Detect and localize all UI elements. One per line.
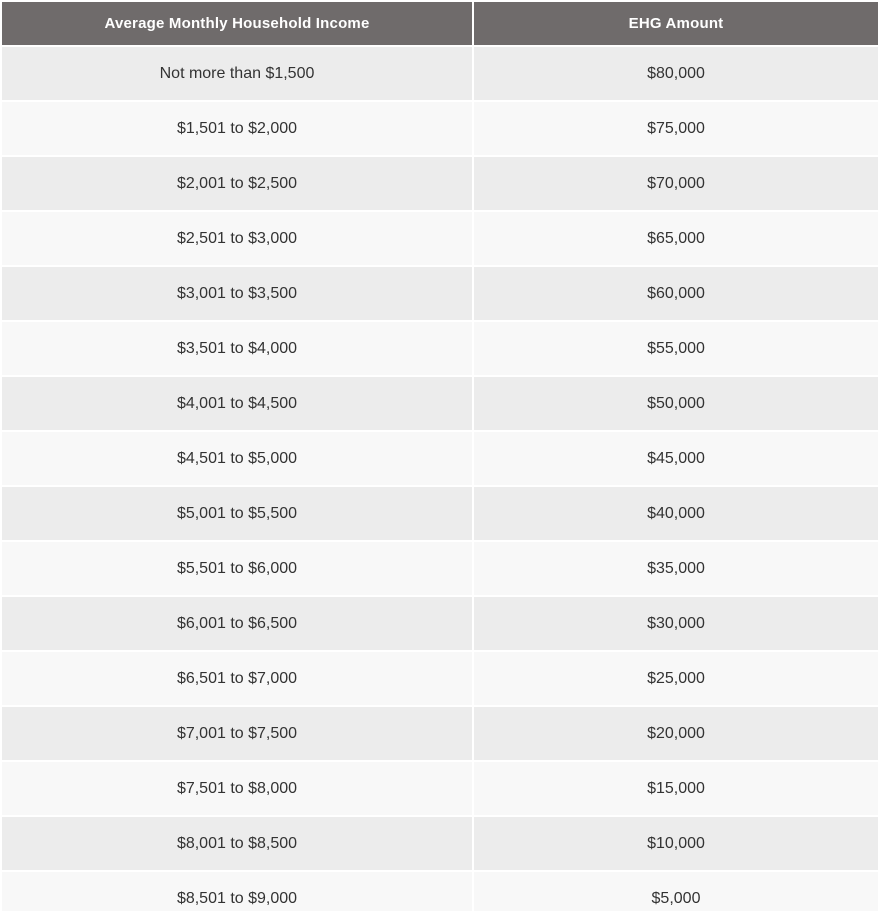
income-cell: $7,501 to $8,000 (2, 762, 472, 815)
table-row: $8,501 to $9,000 $5,000 (2, 872, 878, 911)
income-cell: $5,501 to $6,000 (2, 542, 472, 595)
table-row: $2,001 to $2,500 $70,000 (2, 157, 878, 210)
table-row: $3,501 to $4,000 $55,000 (2, 322, 878, 375)
income-column-header: Average Monthly Household Income (2, 2, 472, 45)
amount-cell: $45,000 (474, 432, 878, 485)
table-header-row: Average Monthly Household Income EHG Amo… (2, 2, 878, 45)
income-cell: $8,001 to $8,500 (2, 817, 472, 870)
table-row: $3,001 to $3,500 $60,000 (2, 267, 878, 320)
income-cell: $8,501 to $9,000 (2, 872, 472, 911)
income-cell: $1,501 to $2,000 (2, 102, 472, 155)
income-cell: $3,001 to $3,500 (2, 267, 472, 320)
amount-cell: $25,000 (474, 652, 878, 705)
income-cell: $6,001 to $6,500 (2, 597, 472, 650)
table-row: $1,501 to $2,000 $75,000 (2, 102, 878, 155)
income-cell: Not more than $1,500 (2, 47, 472, 100)
income-cell: $4,501 to $5,000 (2, 432, 472, 485)
income-cell: $2,501 to $3,000 (2, 212, 472, 265)
table-row: $5,001 to $5,500 $40,000 (2, 487, 878, 540)
amount-cell: $65,000 (474, 212, 878, 265)
amount-cell: $40,000 (474, 487, 878, 540)
table-row: $5,501 to $6,000 $35,000 (2, 542, 878, 595)
table-row: $4,501 to $5,000 $45,000 (2, 432, 878, 485)
amount-cell: $15,000 (474, 762, 878, 815)
income-cell: $7,001 to $7,500 (2, 707, 472, 760)
amount-cell: $20,000 (474, 707, 878, 760)
amount-column-header: EHG Amount (474, 2, 878, 45)
table-row: $2,501 to $3,000 $65,000 (2, 212, 878, 265)
amount-cell: $75,000 (474, 102, 878, 155)
amount-cell: $60,000 (474, 267, 878, 320)
amount-cell: $55,000 (474, 322, 878, 375)
income-cell: $4,001 to $4,500 (2, 377, 472, 430)
amount-cell: $5,000 (474, 872, 878, 911)
table-row: $6,001 to $6,500 $30,000 (2, 597, 878, 650)
income-cell: $6,501 to $7,000 (2, 652, 472, 705)
amount-cell: $10,000 (474, 817, 878, 870)
table-row: $7,001 to $7,500 $20,000 (2, 707, 878, 760)
amount-cell: $35,000 (474, 542, 878, 595)
table-row: Not more than $1,500 $80,000 (2, 47, 878, 100)
amount-cell: $70,000 (474, 157, 878, 210)
amount-cell: $80,000 (474, 47, 878, 100)
table-row: $4,001 to $4,500 $50,000 (2, 377, 878, 430)
income-cell: $3,501 to $4,000 (2, 322, 472, 375)
amount-cell: $50,000 (474, 377, 878, 430)
amount-cell: $30,000 (474, 597, 878, 650)
income-cell: $2,001 to $2,500 (2, 157, 472, 210)
table-row: $6,501 to $7,000 $25,000 (2, 652, 878, 705)
income-cell: $5,001 to $5,500 (2, 487, 472, 540)
table-row: $8,001 to $8,500 $10,000 (2, 817, 878, 870)
table-row: $7,501 to $8,000 $15,000 (2, 762, 878, 815)
